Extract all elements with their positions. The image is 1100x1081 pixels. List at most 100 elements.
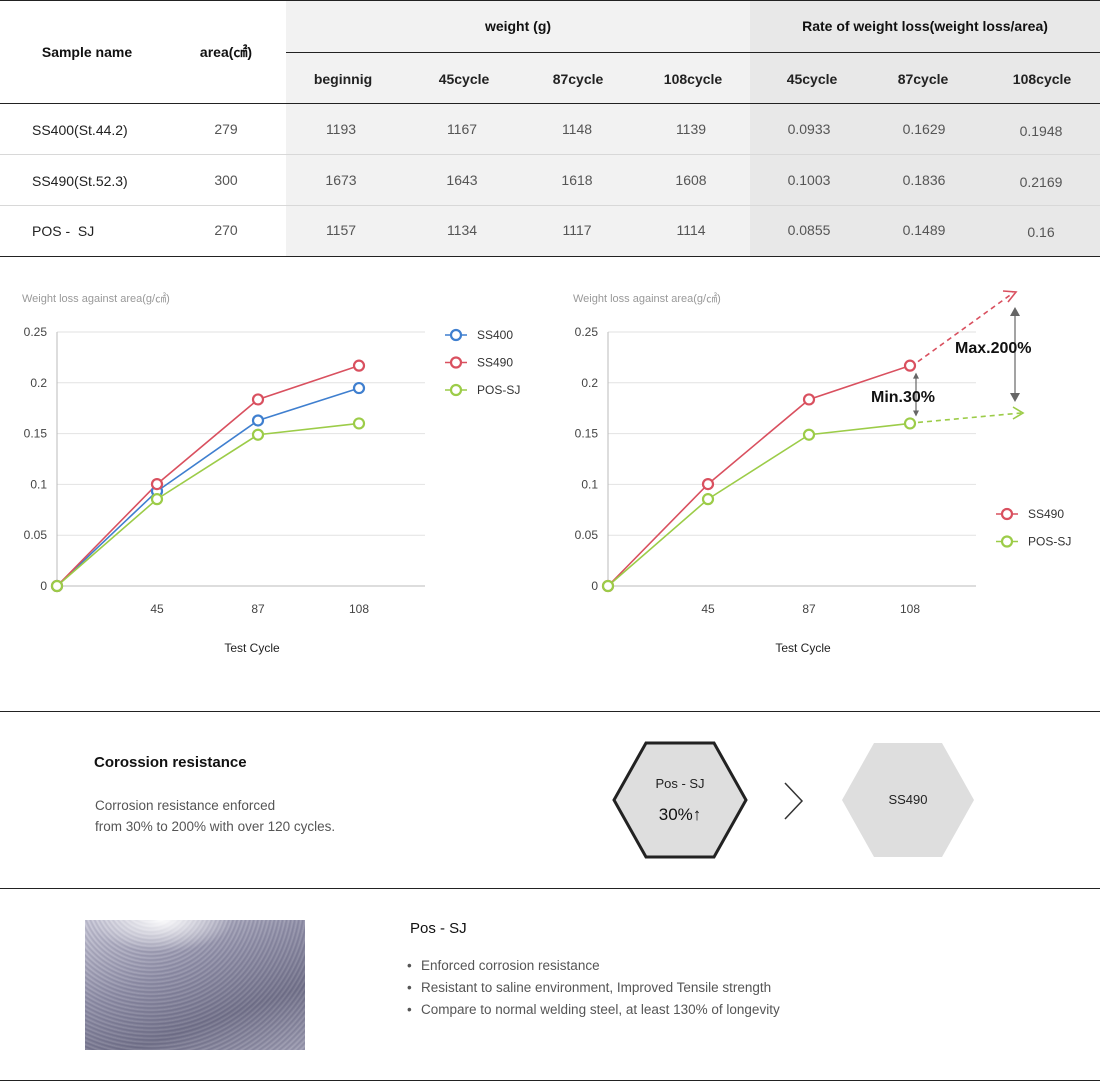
section-divider bbox=[0, 711, 1100, 712]
data-point-pos-sj bbox=[802, 428, 816, 441]
chart-right: Weight loss against area(g/㎠) 0 0.05 0.1 0.1… bbox=[551, 280, 1100, 680]
legend-marker bbox=[1000, 535, 1014, 548]
row-name: SS490(St.52.3) bbox=[32, 173, 128, 189]
chart-left-svg: Weight loss against area(g/㎠) 0 0.05 0.1 0.1… bbox=[22, 292, 520, 655]
pos-sj-hexagon bbox=[612, 741, 748, 859]
legend-label: SS490 bbox=[1028, 507, 1064, 521]
x-tick-label: 45 bbox=[701, 602, 715, 616]
series-line-ss400 bbox=[56, 387, 360, 587]
data-point-pos-sj bbox=[601, 579, 615, 593]
row-area: 300 bbox=[214, 172, 238, 188]
row-rate: 0.2169 bbox=[1019, 174, 1063, 190]
hexagon-ss490-label: SS490 bbox=[888, 792, 928, 807]
header-rate-group: Rate of weight loss(weight loss/area) bbox=[802, 18, 1048, 34]
row-rate: 0.1003 bbox=[787, 172, 831, 188]
brushed-steel-photo bbox=[85, 920, 305, 1050]
data-point-ss490 bbox=[251, 393, 265, 406]
data-point-pos-sj bbox=[150, 493, 164, 506]
data-point-ss490 bbox=[150, 477, 164, 491]
row-area: 270 bbox=[214, 222, 238, 238]
chevron-right-icon bbox=[784, 782, 804, 820]
row-rate: 0.0933 bbox=[787, 121, 831, 137]
ss490-hexagon bbox=[842, 743, 974, 857]
data-point-pos-sj bbox=[352, 417, 366, 430]
list-item: • Resistant to saline environment, Improv… bbox=[407, 980, 772, 995]
arrow-down-icon bbox=[913, 410, 919, 417]
y-tick-label: 0.05 bbox=[575, 528, 599, 542]
row-rate: 0.16 bbox=[1027, 224, 1055, 240]
x-tick-label: 87 bbox=[251, 602, 265, 616]
row-rate: 0.1836 bbox=[902, 172, 946, 188]
weight-loss-table: Sample name area(㎠) weight (g) Rate of w… bbox=[0, 0, 1100, 257]
legend-label: SS400 bbox=[477, 328, 513, 342]
data-point-pos-sj bbox=[903, 417, 917, 430]
data-point-pos-sj bbox=[50, 579, 64, 593]
x-tick-label: 108 bbox=[349, 602, 369, 616]
row-weight: 1167 bbox=[446, 121, 478, 137]
y-tick-label: 0.15 bbox=[24, 427, 48, 441]
row-weight: 1673 bbox=[325, 172, 357, 188]
legend-marker bbox=[449, 328, 463, 342]
list-item: • Compare to normal welding steel, at lea… bbox=[407, 1002, 780, 1017]
chart-left: Weight loss against area(g/㎠) 0 0.05 0.1 0.1… bbox=[0, 280, 550, 680]
header-weight-45cycle: 45cycle bbox=[438, 71, 490, 87]
row-weight: 1114 bbox=[676, 222, 706, 238]
row-weight: 1134 bbox=[446, 222, 478, 238]
chart-title: Weight loss against area(g/㎠) bbox=[22, 292, 170, 305]
legend-marker bbox=[1000, 507, 1014, 521]
row-name: SS400(St.44.2) bbox=[32, 122, 128, 138]
data-point-ss490 bbox=[903, 359, 917, 372]
x-tick-label: 87 bbox=[802, 602, 816, 616]
x-axis-label: Test Cycle bbox=[224, 641, 280, 655]
header-rate-108cycle: 108cycle bbox=[1012, 71, 1072, 87]
section-divider bbox=[0, 888, 1100, 889]
projection-line-ss490 bbox=[917, 292, 1014, 363]
row-weight: 1618 bbox=[561, 172, 593, 188]
row-name: POS - SJ bbox=[32, 223, 95, 239]
annotation-max: Max.200% bbox=[955, 340, 1032, 357]
header-weight-108cycle: 108cycle bbox=[663, 71, 723, 87]
arrow-head-icon bbox=[1002, 290, 1018, 303]
arrow-head-icon bbox=[1012, 406, 1025, 420]
y-tick-label: 0 bbox=[40, 579, 47, 593]
feature-text: Enforced corrosion resistance bbox=[421, 958, 600, 973]
data-point-ss490 bbox=[802, 393, 816, 406]
row-rate: 0.1948 bbox=[1019, 123, 1063, 139]
legend-label: SS490 bbox=[477, 356, 513, 370]
data-point-pos-sj bbox=[701, 493, 715, 506]
projection-line-pos-sj bbox=[917, 412, 1022, 424]
list-item: • Enforced corrosion resistance bbox=[407, 958, 600, 973]
data-point-pos-sj bbox=[251, 428, 265, 441]
header-weight-beginning: beginnig bbox=[313, 71, 373, 87]
header-rate-45cycle: 45cycle bbox=[786, 71, 838, 87]
hexagon-pos-sj-label: Pos - SJ bbox=[655, 776, 705, 791]
header-area: area(㎠) bbox=[199, 44, 253, 60]
row-weight: 1139 bbox=[675, 121, 707, 137]
chart-right-svg: Weight loss against area(g/㎠) 0 0.05 0.1 0.1… bbox=[573, 290, 1071, 655]
y-tick-label: 0.1 bbox=[581, 477, 598, 491]
header-rate-87cycle: 87cycle bbox=[897, 71, 949, 87]
header-weight-87cycle: 87cycle bbox=[552, 71, 604, 87]
arrow-down-icon bbox=[1010, 393, 1020, 402]
row-weight: 1117 bbox=[562, 222, 592, 238]
annotation-min: Min.30% bbox=[871, 389, 935, 406]
series-line-ss490 bbox=[56, 364, 360, 587]
y-tick-label: 0.05 bbox=[24, 528, 48, 542]
legend-label: POS-SJ bbox=[477, 383, 520, 397]
feature-text: Compare to normal welding steel, at leas… bbox=[421, 1002, 780, 1017]
y-tick-label: 0 bbox=[591, 579, 598, 593]
x-tick-label: 108 bbox=[900, 602, 920, 616]
legend-marker bbox=[449, 383, 463, 397]
weight-column-background bbox=[286, 0, 750, 257]
corrosion-title: Corossion resistance bbox=[94, 754, 247, 771]
row-rate: 0.1489 bbox=[902, 222, 946, 238]
hexagon-pos-sj-value: 30%↑ bbox=[658, 805, 702, 824]
product-title: Pos - SJ bbox=[410, 920, 467, 937]
product-feature-list: • Enforced corrosion resistance • Resistan… bbox=[407, 957, 780, 1023]
legend-marker bbox=[449, 356, 463, 369]
arrow-up-icon bbox=[913, 372, 919, 379]
feature-text: Resistant to saline environment, Improve… bbox=[421, 980, 772, 995]
arrow-up-icon bbox=[1010, 307, 1020, 316]
legend-label: POS-SJ bbox=[1028, 535, 1071, 549]
row-weight: 1157 bbox=[325, 222, 357, 238]
